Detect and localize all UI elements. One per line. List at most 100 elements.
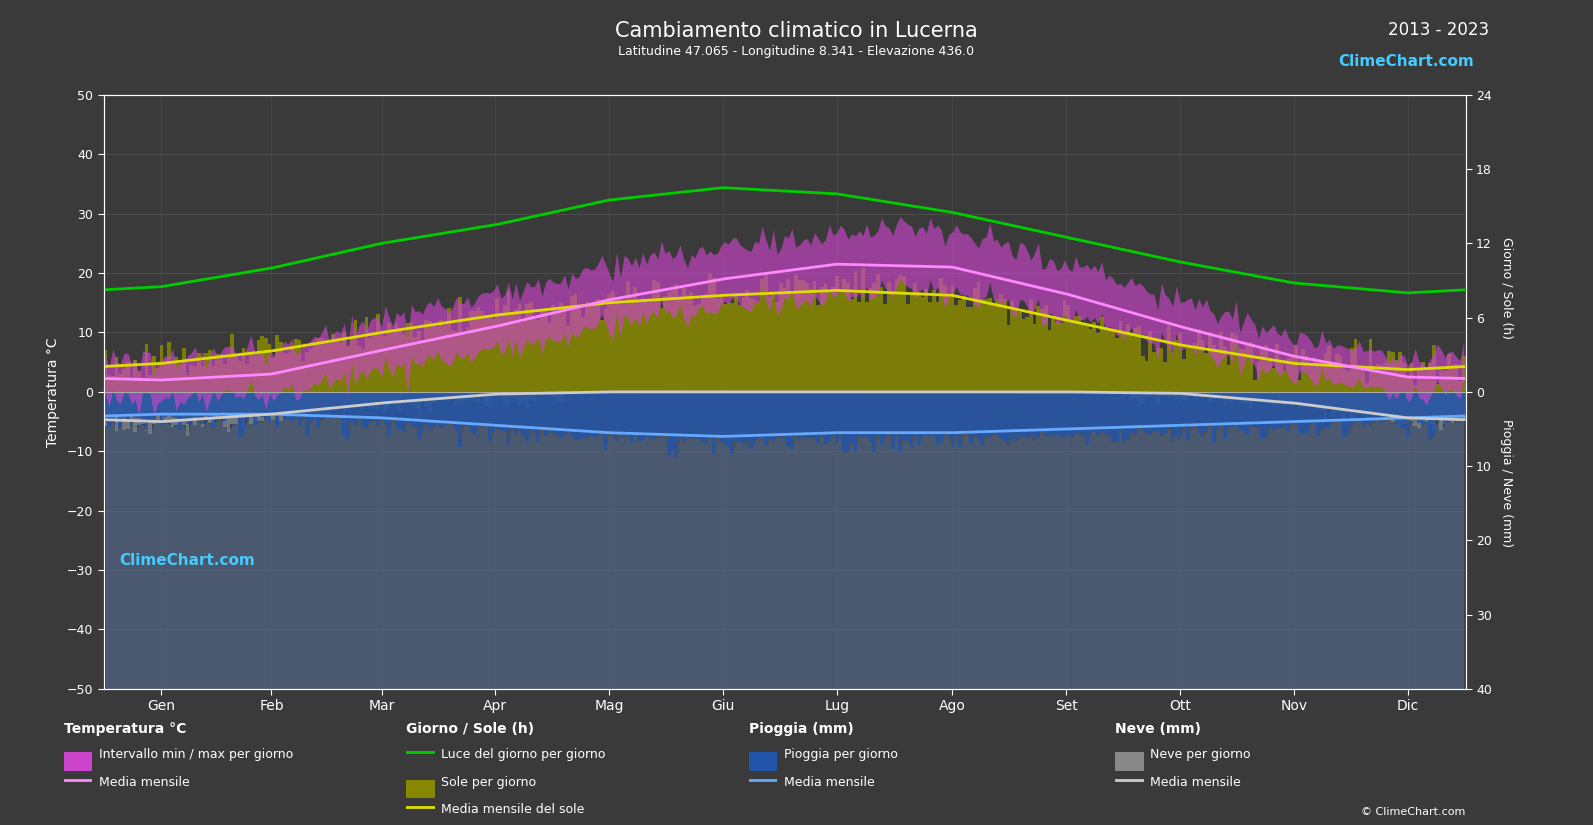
Text: Temperatura °C: Temperatura °C (64, 722, 186, 736)
Bar (376, 314, 379, 392)
Bar (734, 293, 738, 392)
Bar (1074, 316, 1077, 392)
Bar (593, 302, 596, 392)
Bar (1309, 392, 1313, 408)
Bar (857, 392, 862, 436)
Bar (515, 392, 518, 434)
Bar (548, 323, 551, 392)
Bar (323, 342, 328, 392)
Bar (1227, 392, 1230, 424)
Bar (1004, 392, 1007, 441)
Bar (201, 392, 204, 427)
Bar (988, 392, 992, 437)
Bar (1230, 392, 1235, 427)
Bar (526, 304, 529, 392)
Bar (510, 313, 515, 392)
Bar (354, 392, 357, 426)
Bar (1174, 340, 1179, 392)
Bar (1134, 328, 1137, 392)
Bar (465, 392, 470, 425)
Bar (820, 286, 824, 392)
Bar (723, 392, 726, 446)
Bar (186, 392, 190, 423)
Bar (1260, 392, 1265, 440)
Bar (1085, 326, 1088, 392)
Bar (1032, 323, 1037, 392)
Bar (776, 392, 779, 436)
Bar (615, 300, 618, 392)
Bar (1424, 371, 1429, 392)
Bar (1383, 392, 1388, 419)
Bar (1204, 353, 1207, 392)
Bar (873, 283, 876, 392)
Bar (607, 392, 612, 433)
Bar (435, 392, 440, 400)
Bar (543, 392, 548, 395)
Bar (1421, 392, 1424, 422)
Bar (342, 392, 346, 435)
Bar (1399, 352, 1402, 392)
Bar (118, 392, 123, 423)
Bar (1063, 392, 1066, 436)
Bar (226, 392, 231, 417)
Bar (1179, 392, 1182, 437)
Bar (760, 392, 765, 436)
Bar (1360, 392, 1365, 426)
Bar (298, 392, 301, 427)
Bar (585, 302, 589, 392)
Bar (459, 297, 462, 392)
Bar (969, 308, 973, 392)
Bar (1207, 392, 1212, 402)
Bar (954, 392, 957, 436)
Bar (1021, 392, 1026, 436)
Bar (965, 307, 969, 392)
Bar (237, 361, 242, 392)
Bar (996, 392, 999, 435)
Bar (156, 368, 159, 392)
Bar (357, 392, 362, 418)
Bar (481, 392, 484, 425)
Bar (1048, 392, 1051, 435)
Text: Media mensile: Media mensile (784, 776, 875, 789)
Bar (507, 392, 510, 445)
Bar (1077, 392, 1082, 435)
Bar (335, 392, 339, 418)
Bar (151, 392, 156, 423)
Bar (234, 392, 237, 423)
Bar (1421, 392, 1424, 423)
Bar (182, 392, 186, 425)
Bar (304, 392, 309, 414)
Bar (1157, 392, 1160, 431)
Bar (365, 392, 368, 407)
Bar (1026, 392, 1029, 438)
Bar (126, 361, 129, 392)
Bar (276, 335, 279, 392)
Bar (1238, 392, 1241, 429)
Bar (1313, 392, 1316, 406)
Bar (328, 392, 331, 421)
Bar (253, 392, 256, 427)
Bar (712, 278, 715, 392)
Text: Luce del giorno per giorno: Luce del giorno per giorno (441, 748, 605, 761)
Bar (1137, 392, 1141, 407)
Bar (406, 392, 409, 420)
Text: ClimeChart.com: ClimeChart.com (1338, 54, 1474, 68)
Bar (1446, 355, 1451, 392)
Bar (1241, 350, 1246, 392)
Bar (1088, 392, 1093, 433)
Bar (178, 364, 182, 392)
Bar (843, 392, 846, 451)
Bar (462, 332, 465, 392)
Bar (1257, 392, 1260, 402)
Bar (1321, 392, 1324, 429)
Bar (1391, 392, 1394, 422)
Bar (946, 295, 951, 392)
Bar (707, 273, 712, 392)
Bar (1458, 392, 1462, 420)
Bar (301, 361, 304, 392)
Bar (365, 317, 368, 392)
Bar (663, 295, 667, 392)
Bar (268, 392, 271, 420)
Bar (1440, 370, 1443, 392)
Bar (1163, 392, 1168, 433)
